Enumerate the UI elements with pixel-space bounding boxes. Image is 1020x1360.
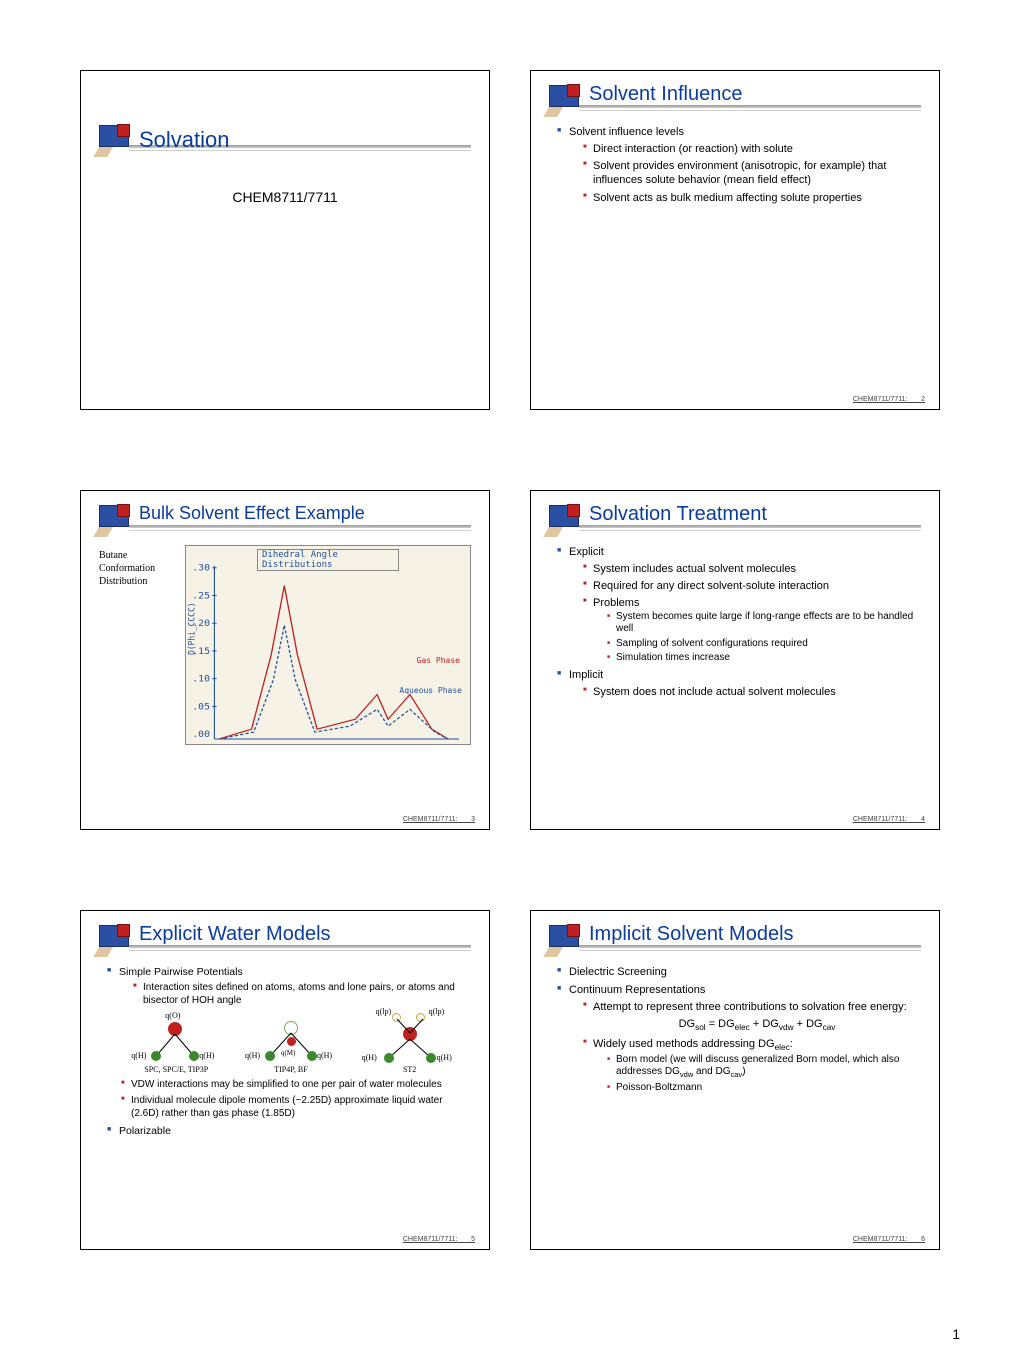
sub-bullet: Sampling of solvent configurations requi…: [607, 638, 921, 651]
slide-footer: CHEM8711/7711: 5: [403, 1236, 475, 1243]
slide-4: Solvation Treatment Explicit System incl…: [530, 490, 940, 830]
heading: Solvent influence levels Direct interact…: [557, 125, 921, 205]
model-spc: q(O) q(H) q(H) SPC, SPC/E, TIP3P: [144, 1019, 208, 1074]
svg-text:.30: .30: [192, 563, 210, 573]
distribution-chart: Dihedral Angle Distributions .30 .25 .20…: [185, 545, 471, 745]
model-name: ST2: [374, 1065, 446, 1074]
slide-6: Implicit Solvent Models Dielectric Scree…: [530, 910, 940, 1250]
model-st2: q(lp) q(lp) q(H) q(H): [374, 1013, 446, 1074]
flag-icon: [99, 125, 129, 147]
chart-svg: .30 .25 .20 .15 .10 .05 .00 D(Phi_CCCC): [186, 546, 470, 744]
text: Solvent influence levels: [569, 126, 684, 138]
slide-title: Implicit Solvent Models: [589, 923, 794, 946]
title-flag: Solvent Influence: [549, 85, 921, 119]
bullet: Solvent acts as bulk medium affecting so…: [583, 191, 921, 205]
slide-subtitle: CHEM8711/7711: [99, 189, 471, 205]
title-flag: Explicit Water Models: [99, 925, 471, 959]
sub-bullet: System becomes quite large if long-range…: [607, 611, 921, 636]
slide-title: Solvation Treatment: [589, 503, 767, 526]
slide-title: Bulk Solvent Effect Example: [139, 503, 365, 524]
slide-1: Solvation CHEM8711/7711: [80, 70, 490, 410]
slide-title: Solvent Influence: [589, 83, 742, 106]
slide-footer: CHEM8711/7711: 6: [853, 1236, 925, 1243]
heading: Dielectric Screening: [557, 965, 921, 980]
chart-title: Dihedral Angle Distributions: [257, 549, 399, 571]
bullet: Solvent provides environment (anisotropi…: [583, 159, 921, 188]
flag-icon: [549, 505, 579, 527]
sub-bullet: Poisson-Boltzmann: [607, 1082, 921, 1095]
bullet: System does not include actual solvent m…: [583, 685, 921, 699]
hydrogen-atom-icon: [384, 1053, 394, 1063]
svg-text:.10: .10: [192, 674, 210, 684]
bullet: VDW interactions may be simplified to on…: [121, 1078, 471, 1091]
bullet: Individual molecule dipole moments (~2.2…: [121, 1094, 471, 1120]
bullet: Interaction sites defined on atoms, atom…: [133, 981, 471, 1007]
slide-title: Solvation: [139, 127, 230, 153]
slide-title: Explicit Water Models: [139, 923, 331, 946]
sub-bullet: Simulation times increase: [607, 652, 921, 665]
bullet: Required for any direct solvent-solute i…: [583, 579, 921, 593]
title-flag: Bulk Solvent Effect Example: [99, 505, 471, 539]
heading: Polarizable: [107, 1124, 471, 1138]
heading-implicit: Implicit System does not include actual …: [557, 668, 921, 699]
sub-bullet: Born model (we will discuss generalized …: [607, 1054, 921, 1080]
chart-caption: Butane Conformation Distribution: [99, 549, 179, 745]
hydrogen-atom-icon: [426, 1053, 436, 1063]
flag-icon: [99, 925, 129, 947]
bullet: Attempt to represent three contributions…: [583, 1000, 921, 1034]
slide-3: Bulk Solvent Effect Example Butane Confo…: [80, 490, 490, 830]
solvation-energy-formula: DGsol = DGelec + DGvdw + DGcav: [593, 1017, 921, 1034]
svg-text:.25: .25: [192, 591, 210, 601]
svg-text:.05: .05: [192, 702, 210, 712]
bullet: Problems System becomes quite large if l…: [583, 596, 921, 664]
title-flag: Solvation Treatment: [549, 505, 921, 539]
title-flag: Solvation: [99, 125, 471, 159]
svg-text:D(Phi_CCCC): D(Phi_CCCC): [186, 603, 196, 655]
model-name: SPC, SPC/E, TIP3P: [144, 1065, 208, 1074]
slide-5: Explicit Water Models Simple Pairwise Po…: [80, 910, 490, 1250]
slide-2: Solvent Influence Solvent influence leve…: [530, 70, 940, 410]
slide-footer: CHEM8711/7711: 3: [403, 816, 475, 823]
slide-footer: CHEM8711/7711: 2: [853, 396, 925, 403]
bullet: Widely used methods addressing DGelec: B…: [583, 1037, 921, 1094]
heading: Simple Pairwise Potentials Interaction s…: [107, 965, 471, 1007]
flag-icon: [549, 85, 579, 107]
heading: Continuum Representations Attempt to rep…: [557, 983, 921, 1094]
slide-footer: CHEM8711/7711: 4: [853, 816, 925, 823]
model-name: TIP4P, BF: [259, 1065, 323, 1074]
heading-explicit: Explicit System includes actual solvent …: [557, 545, 921, 665]
flag-icon: [549, 925, 579, 947]
model-tip4p: q(H) q(M) q(H) TIP4P, BF: [259, 1019, 323, 1074]
flag-icon: [99, 505, 129, 527]
page-number: 1: [952, 1326, 960, 1342]
bullet: Direct interaction (or reaction) with so…: [583, 142, 921, 156]
title-flag: Implicit Solvent Models: [549, 925, 921, 959]
water-models-diagram: q(O) q(H) q(H) SPC, SPC/E, TIP3P: [119, 1013, 471, 1074]
svg-text:.00: .00: [192, 729, 210, 739]
bullet: System includes actual solvent molecules: [583, 562, 921, 576]
legend-aqueous: Aqueous Phase: [399, 686, 462, 695]
legend-gas: Gas Phase: [417, 656, 460, 665]
gas-phase-curve: [219, 586, 448, 739]
